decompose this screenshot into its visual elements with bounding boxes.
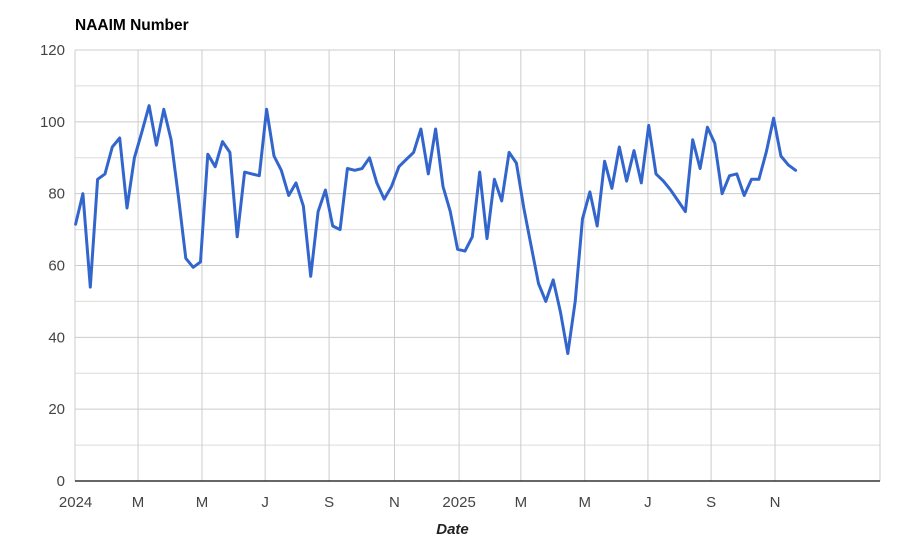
y-tick-label: 60 xyxy=(48,258,65,275)
y-tick-label: 20 xyxy=(48,401,65,418)
x-tick-label: N xyxy=(770,494,781,511)
y-tick-label: 80 xyxy=(48,186,65,203)
x-tick-label: M xyxy=(515,494,528,511)
x-axis-title: Date xyxy=(436,521,469,538)
x-tick-label: M xyxy=(196,494,209,511)
x-tick-label: M xyxy=(132,494,145,511)
y-tick-label: 120 xyxy=(40,42,65,59)
x-tick-label: 2025 xyxy=(442,494,475,511)
chart-title: NAAIM Number xyxy=(75,17,189,34)
chart-line-naaim-number[interactable] xyxy=(74,104,798,355)
x-tick-label: 2024 xyxy=(59,494,92,511)
x-tick-label: S xyxy=(324,494,334,511)
x-tick-label: M xyxy=(578,494,591,511)
y-tick-label: 100 xyxy=(40,114,65,131)
x-tick-label: N xyxy=(389,494,400,511)
x-tick-label: J xyxy=(261,494,269,511)
x-tick-label: S xyxy=(706,494,716,511)
y-tick-label: 40 xyxy=(48,329,65,346)
y-tick-label: 0 xyxy=(57,473,65,490)
x-tick-label: J xyxy=(644,494,652,511)
